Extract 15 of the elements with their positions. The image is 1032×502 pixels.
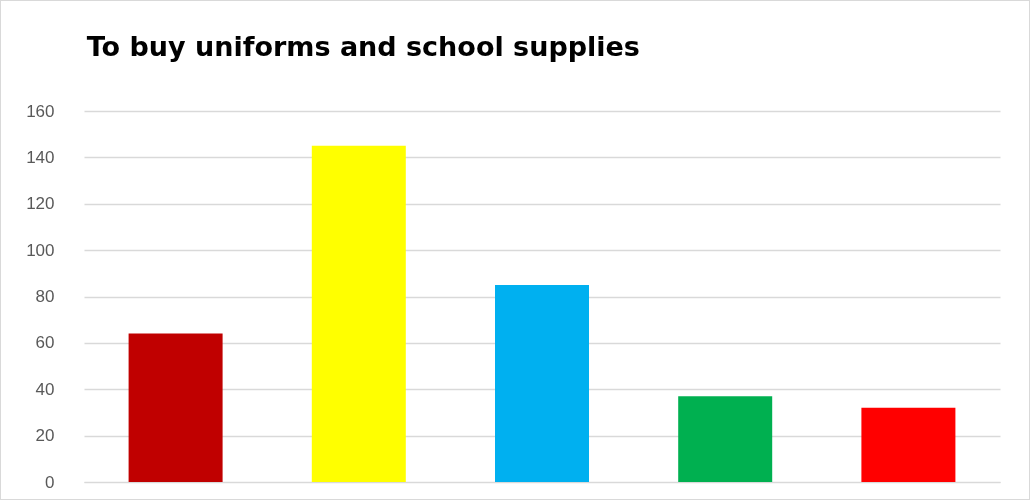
- bar: [495, 284, 589, 482]
- y-tick-label: 120: [26, 194, 55, 214]
- y-tick-label: 60: [35, 333, 55, 353]
- bar: [311, 145, 406, 482]
- bar: [678, 396, 773, 482]
- chart-title: To buy uniforms and school supplies: [86, 31, 640, 62]
- y-tick-label: 140: [26, 147, 55, 167]
- y-tick-label: 0: [45, 472, 55, 492]
- y-tick-label: 40: [35, 379, 55, 399]
- y-tick-label: 20: [35, 426, 55, 446]
- y-tick-label: 100: [26, 240, 55, 260]
- bar: [128, 333, 223, 482]
- y-tick-label: 160: [26, 101, 55, 121]
- bar: [861, 407, 956, 482]
- y-tick-label: 80: [35, 287, 55, 306]
